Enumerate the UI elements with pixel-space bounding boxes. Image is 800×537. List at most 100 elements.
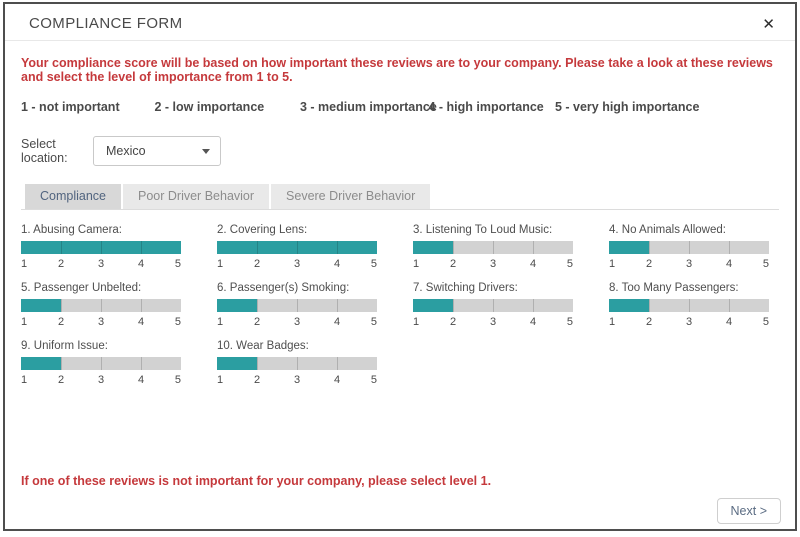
footnote-text: If one of these reviews is not important… — [21, 474, 492, 488]
slider-label: 1. Abusing Camera: — [21, 224, 123, 236]
slider-scale: 1 2 3 4 5 — [413, 316, 573, 330]
slider-scale: 1 2 3 4 5 — [217, 374, 377, 388]
importance-slider[interactable] — [21, 299, 181, 312]
scale-label: 2 — [253, 374, 261, 386]
scale-label: 1 — [21, 258, 28, 270]
legend-item: 4 - high importance — [428, 100, 544, 114]
slider-fill — [21, 241, 181, 254]
scale-label: 3 — [97, 374, 105, 386]
tab-severe-driver-behavior[interactable]: Severe Driver Behavior — [271, 184, 431, 209]
scale-label: 5 — [762, 316, 769, 328]
scale-label: 1 — [413, 316, 420, 328]
scale-label: 2 — [645, 316, 653, 328]
slider-fill — [413, 241, 453, 254]
scale-label: 4 — [137, 258, 145, 270]
slider-label: 6. Passenger(s) Smoking: — [217, 282, 350, 294]
sliders-grid: 1. Abusing Camera: 1 2 3 4 5 2. Covering Len… — [21, 224, 779, 388]
scale-label: 3 — [97, 258, 105, 270]
scale-label: 3 — [489, 316, 497, 328]
slider-label: 10. Wear Badges: — [217, 340, 309, 352]
chevron-down-icon — [202, 148, 210, 154]
scale-label: 4 — [137, 374, 145, 386]
scale-label: 2 — [253, 258, 261, 270]
scale-label: 5 — [174, 316, 181, 328]
scale-label: 1 — [609, 316, 616, 328]
scale-label: 2 — [57, 258, 65, 270]
next-button[interactable]: Next > — [716, 498, 781, 524]
close-icon[interactable]: ✕ — [756, 15, 781, 34]
scale-label: 5 — [174, 374, 181, 386]
importance-slider[interactable] — [609, 241, 769, 254]
scale-label: 1 — [217, 316, 224, 328]
slider-fill — [609, 241, 649, 254]
tab-compliance[interactable]: Compliance — [25, 184, 122, 209]
importance-slider[interactable] — [413, 241, 573, 254]
scale-label: 2 — [645, 258, 653, 270]
scale-label: 2 — [449, 316, 457, 328]
slider-switching-drivers: 7. Switching Drivers: 1 2 3 4 5 — [413, 282, 573, 330]
slider-fill — [21, 357, 61, 370]
slider-fill — [217, 357, 257, 370]
scale-label: 5 — [566, 316, 573, 328]
scale-label: 3 — [293, 316, 301, 328]
importance-slider[interactable] — [21, 357, 181, 370]
slider-scale: 1 2 3 4 5 — [21, 374, 181, 388]
slider-scale: 1 2 3 4 5 — [609, 316, 769, 330]
importance-slider[interactable] — [609, 299, 769, 312]
slider-no-animals-allowed: 4. No Animals Allowed: 1 2 3 4 5 — [609, 224, 769, 272]
importance-slider[interactable] — [217, 299, 377, 312]
location-row: Select location: Mexico — [21, 136, 779, 166]
importance-slider[interactable] — [217, 241, 377, 254]
scale-label: 4 — [137, 316, 145, 328]
scale-label: 1 — [21, 316, 28, 328]
importance-slider[interactable] — [413, 299, 573, 312]
scale-label: 5 — [762, 258, 769, 270]
slider-listening-to-loud-music: 3. Listening To Loud Music: 1 2 3 4 5 — [413, 224, 573, 272]
intro-text: Your compliance score will be based on h… — [21, 56, 773, 84]
slider-label: 5. Passenger Unbelted: — [21, 282, 142, 294]
slider-label: 3. Listening To Loud Music: — [413, 224, 553, 236]
slider-scale: 1 2 3 4 5 — [21, 316, 181, 330]
importance-legend: 1 - not important 2 - low importance 3 -… — [21, 100, 779, 114]
scale-label: 4 — [333, 258, 341, 270]
scale-label: 3 — [293, 374, 301, 386]
slider-label: 8. Too Many Passengers: — [609, 282, 739, 294]
scale-label: 5 — [174, 258, 181, 270]
tab-poor-driver-behavior[interactable]: Poor Driver Behavior — [123, 184, 270, 209]
scale-label: 2 — [449, 258, 457, 270]
dialog-content: Your compliance score will be based on h… — [5, 56, 795, 488]
importance-slider[interactable] — [217, 357, 377, 370]
slider-fill — [413, 299, 453, 312]
scale-label: 4 — [725, 316, 733, 328]
slider-scale: 1 2 3 4 5 — [217, 258, 377, 272]
location-label: Select location: — [21, 137, 68, 165]
scale-label: 5 — [370, 258, 377, 270]
tab-bar: Compliance Poor Driver Behavior Severe D… — [21, 184, 779, 210]
slider-covering-lens: 2. Covering Lens: 1 2 3 4 5 — [217, 224, 377, 272]
slider-fill — [609, 299, 649, 312]
slider-scale: 1 2 3 4 5 — [413, 258, 573, 272]
compliance-form-dialog: COMPLIANCE FORM ✕ Your compliance score … — [3, 2, 797, 531]
slider-passenger-unbelted: 5. Passenger Unbelted: 1 2 3 4 5 — [21, 282, 181, 330]
slider-passengers-smoking: 6. Passenger(s) Smoking: 1 2 3 4 5 — [217, 282, 377, 330]
slider-label: 4. No Animals Allowed: — [609, 224, 726, 236]
scale-label: 5 — [566, 258, 573, 270]
scale-label: 4 — [529, 316, 537, 328]
scale-label: 2 — [253, 316, 261, 328]
importance-slider[interactable] — [21, 241, 181, 254]
slider-fill — [217, 299, 257, 312]
location-dropdown[interactable]: Mexico — [93, 136, 221, 166]
legend-item: 1 - not important — [21, 100, 120, 114]
slider-too-many-passengers: 8. Too Many Passengers: 1 2 3 4 5 — [609, 282, 769, 330]
scale-label: 5 — [370, 374, 377, 386]
scale-label: 3 — [293, 258, 301, 270]
slider-fill — [217, 241, 377, 254]
slider-uniform-issue: 9. Uniform Issue: 1 2 3 4 5 — [21, 340, 181, 388]
slider-scale: 1 2 3 4 5 — [217, 316, 377, 330]
slider-abusing-camera: 1. Abusing Camera: 1 2 3 4 5 — [21, 224, 181, 272]
legend-item: 3 - medium importance — [299, 100, 437, 114]
slider-wear-badges: 10. Wear Badges: 1 2 3 4 5 — [217, 340, 377, 388]
dialog-header: COMPLIANCE FORM ✕ — [5, 4, 795, 41]
legend-item: 5 - very high importance — [554, 100, 700, 114]
scale-label: 2 — [57, 316, 65, 328]
